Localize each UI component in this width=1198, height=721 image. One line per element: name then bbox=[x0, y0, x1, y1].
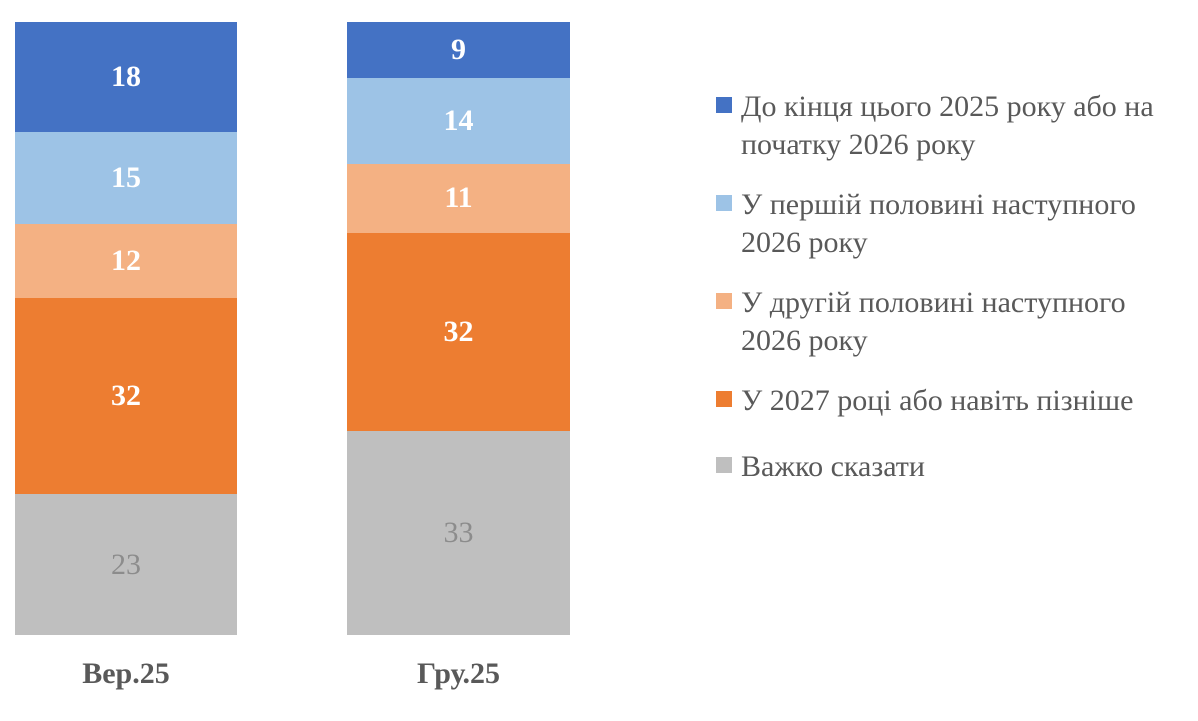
legend-swatch-icon bbox=[716, 97, 732, 113]
value-label: 11 bbox=[444, 181, 473, 215]
bar-gru25: 9 14 11 32 33 bbox=[347, 22, 570, 635]
legend-label: Важко сказати bbox=[741, 450, 925, 483]
bar-segment: 32 bbox=[347, 232, 570, 431]
value-label: 9 bbox=[451, 32, 466, 66]
legend-swatch-icon bbox=[716, 293, 732, 309]
legend-swatch-icon bbox=[716, 391, 732, 407]
value-label: 32 bbox=[111, 378, 141, 412]
legend-item: У першій половині наступного 2026 року bbox=[716, 186, 1178, 262]
bar-segment: 9 bbox=[347, 22, 570, 78]
bar-segment: 33 bbox=[347, 430, 570, 635]
bar-segment: 18 bbox=[15, 22, 237, 133]
legend-label: У другій половині наступного 2026 року bbox=[741, 286, 1126, 357]
legend-item: До кінця цього 2025 року або на початку … bbox=[716, 88, 1178, 164]
value-label: 18 bbox=[111, 60, 141, 94]
value-label: 33 bbox=[443, 515, 474, 549]
legend-item: У другій половині наступного 2026 року bbox=[716, 284, 1178, 360]
value-label: 15 bbox=[111, 161, 141, 195]
value-label: 12 bbox=[111, 244, 141, 278]
x-axis-label-ver25: Вер.25 bbox=[82, 657, 170, 690]
bar-segment: 32 bbox=[15, 297, 237, 495]
legend-swatch-icon bbox=[716, 195, 732, 211]
bar-ver25: 18 15 12 32 23 bbox=[15, 22, 237, 635]
value-label: 23 bbox=[111, 547, 141, 581]
bar-segment: 14 bbox=[347, 77, 570, 165]
legend-swatch-icon bbox=[716, 457, 732, 473]
bar-segment: 23 bbox=[15, 494, 237, 635]
legend-item: Важко сказати bbox=[716, 448, 1178, 486]
value-label: 14 bbox=[443, 104, 474, 138]
bar-segment: 11 bbox=[347, 164, 570, 233]
bar-segment: 12 bbox=[15, 224, 237, 298]
bar-segment: 15 bbox=[15, 132, 237, 225]
legend-label: До кінця цього 2025 року або на початку … bbox=[741, 90, 1154, 161]
plot-area: 18 15 12 32 23 9 14 11 bbox=[0, 22, 700, 635]
legend: До кінця цього 2025 року або на початку … bbox=[716, 88, 1178, 508]
x-axis-label-gru25: Гру.25 bbox=[417, 657, 500, 690]
legend-item: У 2027 році або навіть пізніше bbox=[716, 382, 1178, 420]
legend-label: У першій половині наступного 2026 року bbox=[741, 188, 1136, 259]
legend-label: У 2027 році або навіть пізніше bbox=[741, 384, 1134, 417]
value-label: 32 bbox=[443, 314, 474, 348]
